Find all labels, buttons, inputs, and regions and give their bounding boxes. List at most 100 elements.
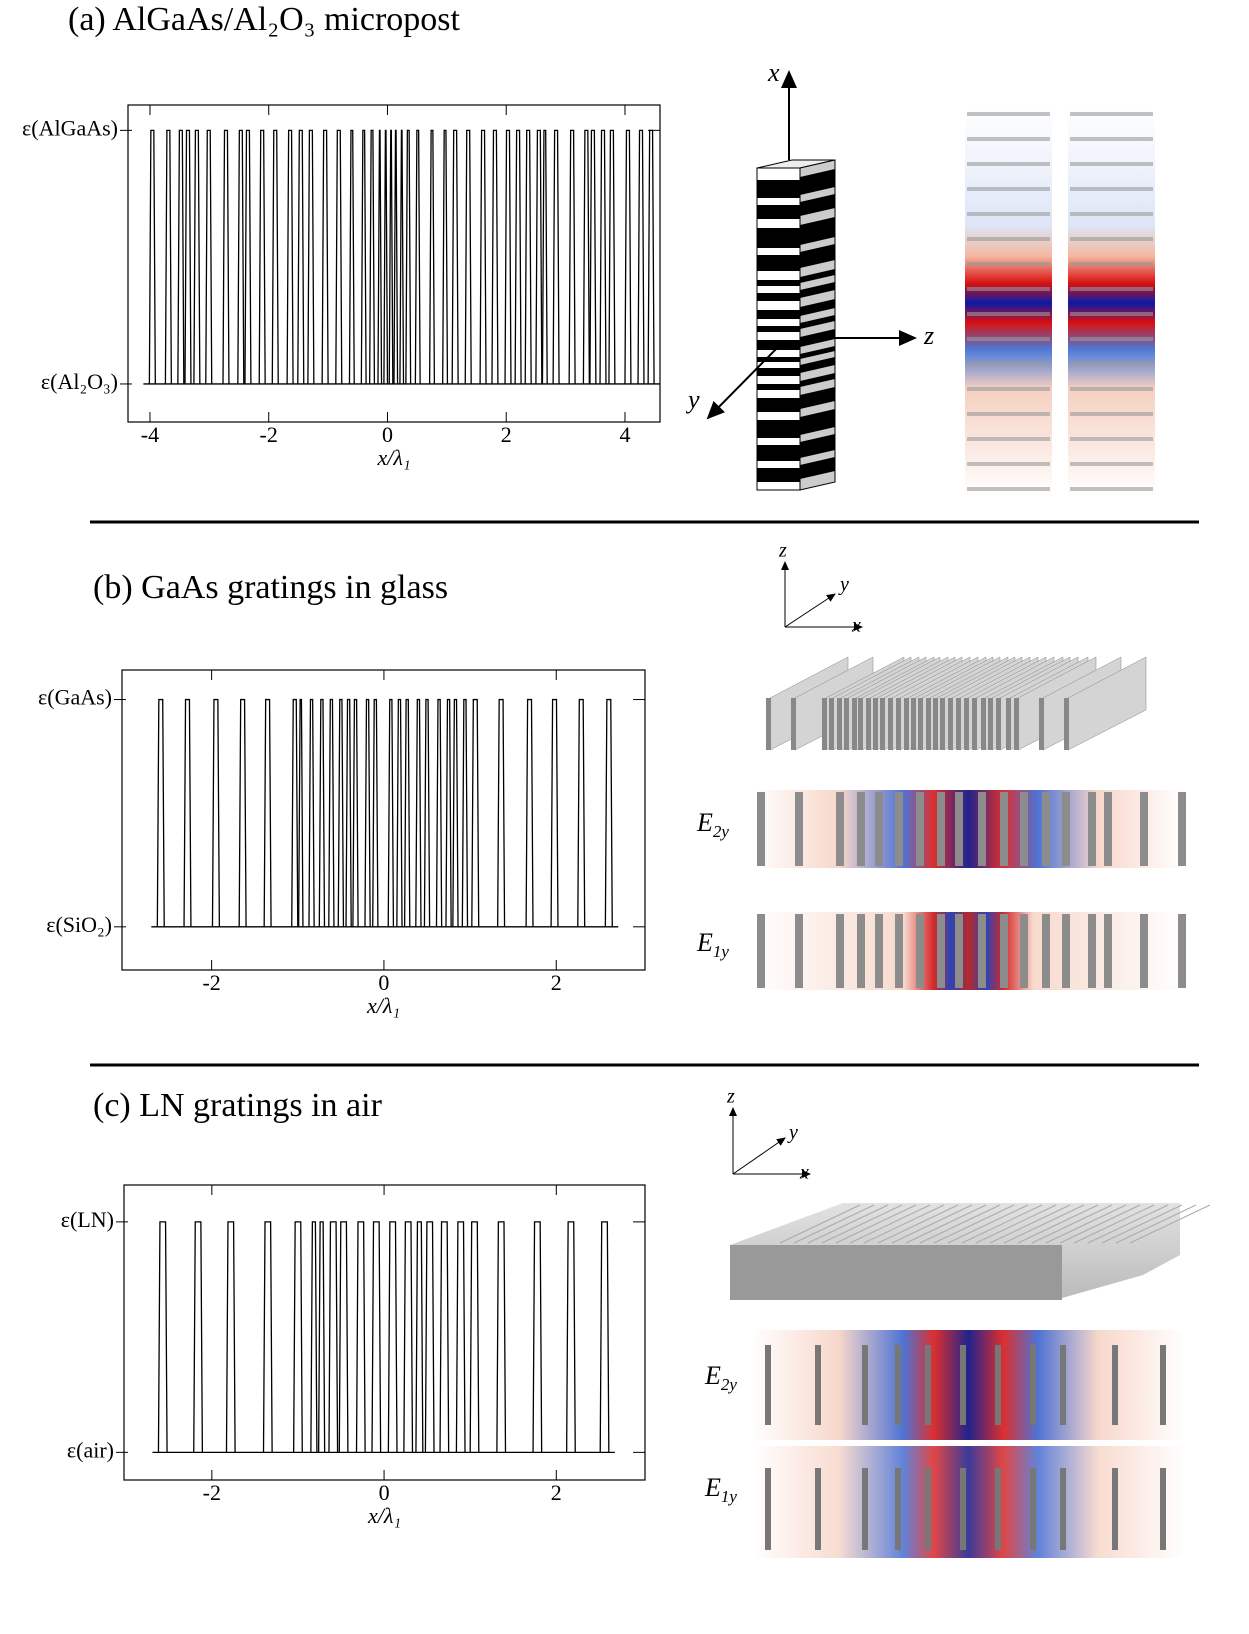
decoration [1160,1345,1166,1425]
pulse [577,698,586,927]
decoration [1070,437,1153,441]
decoration [800,193,835,216]
decoration [1045,1204,1127,1244]
pulse [428,129,436,384]
decoration [1000,792,1008,866]
decoration [916,792,924,866]
decoration [937,792,945,866]
decoration [858,698,863,750]
decoration [757,326,800,332]
decoration [896,698,901,750]
decoration [757,180,800,198]
pulse [455,1221,466,1453]
y-tick-label: ε(GaAs) [38,685,112,710]
pulse [348,129,355,384]
decoration [1070,387,1153,391]
decoration [967,112,1050,116]
plot-frame [121,669,646,971]
decoration [822,698,827,750]
decoration [967,312,1050,316]
pulse [364,698,371,927]
decoration [835,1204,917,1244]
decoration [895,1345,901,1425]
decoration [873,698,878,750]
decoration [956,698,961,750]
pulse [464,129,472,384]
decoration [960,1345,966,1425]
x-tick-label: 0 [379,1480,390,1505]
pulse [360,129,367,384]
decoration [1104,914,1112,988]
decoration [996,698,1001,750]
pulse [451,129,459,384]
x-tick-label: -2 [203,1480,221,1505]
pulse [552,129,560,384]
pulse [550,698,559,927]
decoration [875,914,883,988]
pulse [414,129,421,384]
decoration [800,298,835,316]
decoration [964,698,969,750]
decoration [967,237,1050,241]
x-tick-label: 0 [382,422,393,447]
x-tick-label: -2 [260,422,278,447]
decoration [967,487,1050,491]
pulse [372,698,379,927]
decoration [766,698,771,750]
pulse [157,1221,168,1453]
decoration [837,698,842,750]
decoration [967,212,1050,216]
decoration [800,345,835,359]
decoration [800,268,835,283]
x-tick-label: -4 [141,422,159,447]
decoration [967,437,1050,441]
pulse [352,698,359,927]
pulse [238,698,247,927]
decoration [1160,1468,1166,1550]
decoration [757,420,800,438]
pulse [237,129,245,384]
pulse [403,1221,414,1453]
axis-label: y [685,385,700,414]
pulse [393,129,399,384]
decoration [967,137,1050,141]
pulse [469,1221,480,1453]
field-label: E2y [704,1361,737,1394]
decoration [919,1204,1001,1244]
panel-title: (c) LN gratings in air [93,1087,383,1124]
decoration [981,698,986,750]
decoration [757,468,800,482]
decoration [757,310,800,319]
decoration [857,792,865,866]
axis-label: x [851,615,861,637]
pulse [262,1221,273,1453]
pulse [205,129,213,384]
pulse [387,1221,398,1453]
decoration [1031,1204,1113,1244]
decoration [1112,1468,1118,1550]
pulse [471,698,480,927]
decoration [948,698,953,750]
grating-illustration: z y x E2y E1y [696,540,1186,990]
decoration [757,445,800,461]
pulse [310,1221,318,1453]
decoration [925,1468,931,1550]
decoration [862,1468,868,1550]
decoration [967,287,1050,291]
decoration [757,228,800,248]
pulse [604,698,613,927]
decoration [904,698,909,750]
decoration [967,387,1050,391]
pulse [405,129,412,384]
decoration [1088,792,1096,866]
pulse [258,129,266,384]
decoration [757,792,765,866]
pulse [307,129,315,384]
decoration [1060,1345,1066,1425]
decoration [765,1345,771,1425]
decoration [1070,137,1153,141]
pulse [415,1221,424,1453]
decoration [800,456,835,479]
decoration [757,293,800,301]
pulse [335,129,343,384]
